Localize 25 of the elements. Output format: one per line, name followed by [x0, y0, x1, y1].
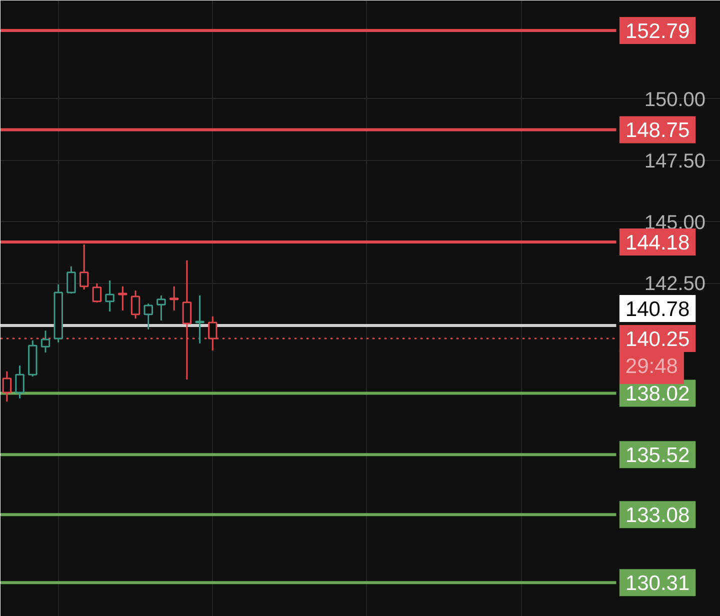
y-tick-label: 150.00 — [644, 88, 706, 111]
ref-line-label: 144.18 — [625, 231, 690, 254]
y-tick-label: 145.00 — [644, 212, 706, 234]
candlestick — [130, 290, 140, 320]
candlestick — [144, 302, 153, 330]
ref-line-label: 138.02 — [625, 382, 690, 406]
ref-line-label: 133.08 — [625, 504, 690, 528]
candlestick — [195, 294, 204, 344]
candlestick — [156, 294, 166, 322]
candlestick — [105, 280, 114, 312]
y-tick-label: 142.50 — [644, 273, 706, 296]
ref-line-label: 152.79 — [625, 20, 690, 43]
candlestick — [66, 266, 76, 294]
y-tick-label: 147.50 — [644, 150, 706, 172]
ref-line-label: 140.25 — [625, 328, 690, 351]
ref-line-label: 130.31 — [625, 572, 690, 596]
candlestick — [15, 364, 24, 400]
candlestick — [40, 330, 50, 354]
ref-line-label: 140.78 — [625, 298, 690, 321]
candlestick — [92, 282, 102, 304]
annotation: 29:48 — [625, 354, 678, 378]
ref-line-label: 135.52 — [625, 444, 690, 468]
candlestick — [169, 286, 179, 312]
ref-line-label: 148.75 — [625, 119, 690, 142]
candlestick — [118, 286, 128, 312]
